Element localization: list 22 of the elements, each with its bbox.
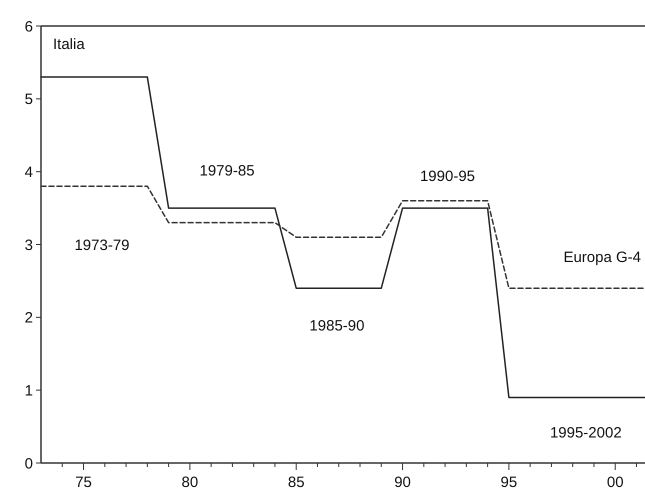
annotation: 1985-90 <box>309 318 364 335</box>
annotation: 1990-95 <box>420 168 476 186</box>
x-tick-label: 75 <box>75 474 92 491</box>
y-tick-label: 3 <box>24 236 33 254</box>
series-label: Europa G-4 <box>563 249 641 266</box>
annotation: 1973-79 <box>74 236 130 254</box>
x-tick-label: 85 <box>288 474 305 491</box>
y-tick-label: 6 <box>24 18 33 36</box>
series-label: Italia <box>53 36 86 53</box>
x-tick-label: 95 <box>500 474 518 491</box>
y-tick-label: 5 <box>24 91 33 108</box>
y-tick-label: 4 <box>24 164 33 181</box>
line-series <box>40 185 645 289</box>
y-tick-label: 1 <box>24 382 33 400</box>
annotation: 1995-2002 <box>550 424 622 442</box>
y-tick-label: 0 <box>24 455 33 472</box>
annotation: 1979-85 <box>200 162 255 180</box>
y-tick-label: 2 <box>24 310 33 327</box>
line-series <box>40 76 645 398</box>
x-tick-label: 00 <box>606 474 624 491</box>
x-tick-label: 80 <box>182 474 198 491</box>
x-tick-label: 90 <box>394 474 411 491</box>
